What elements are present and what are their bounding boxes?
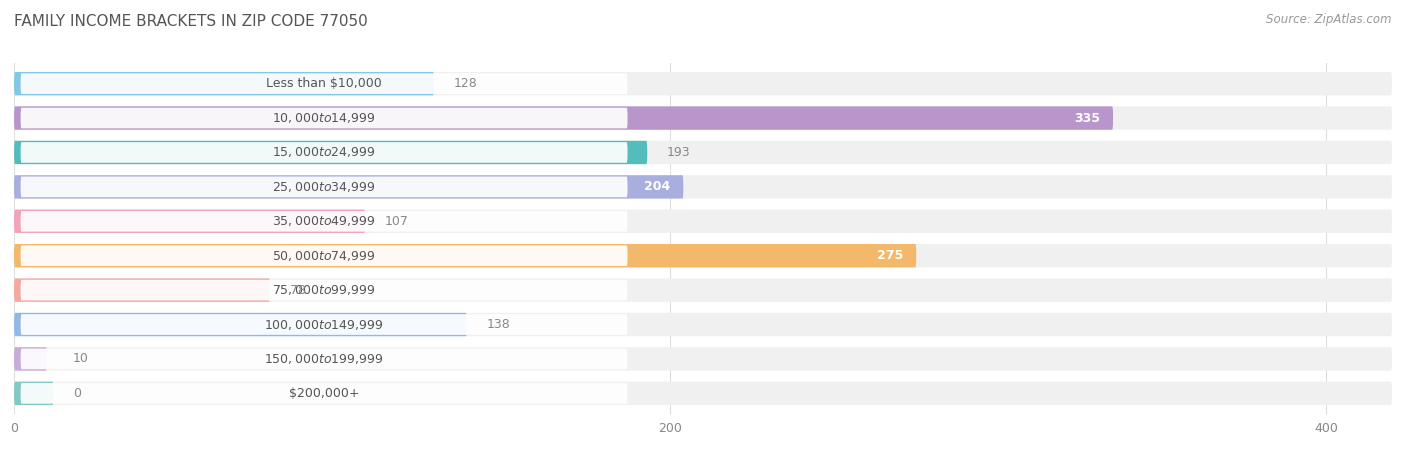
FancyBboxPatch shape <box>21 280 627 301</box>
FancyBboxPatch shape <box>21 245 627 266</box>
FancyBboxPatch shape <box>14 347 46 371</box>
Text: $75,000 to $99,999: $75,000 to $99,999 <box>273 283 375 297</box>
Text: $200,000+: $200,000+ <box>288 387 360 400</box>
FancyBboxPatch shape <box>14 313 1392 336</box>
Text: $35,000 to $49,999: $35,000 to $49,999 <box>273 214 375 228</box>
FancyBboxPatch shape <box>14 141 647 164</box>
Text: 0: 0 <box>73 387 82 400</box>
FancyBboxPatch shape <box>14 279 1392 302</box>
FancyBboxPatch shape <box>21 108 627 128</box>
FancyBboxPatch shape <box>21 211 627 232</box>
FancyBboxPatch shape <box>14 106 1392 130</box>
FancyBboxPatch shape <box>14 72 434 95</box>
FancyBboxPatch shape <box>21 349 627 369</box>
FancyBboxPatch shape <box>14 210 1392 233</box>
FancyBboxPatch shape <box>14 244 917 267</box>
FancyBboxPatch shape <box>14 141 1392 164</box>
FancyBboxPatch shape <box>14 175 1392 198</box>
Text: 128: 128 <box>454 77 478 90</box>
Text: 78: 78 <box>290 284 305 297</box>
FancyBboxPatch shape <box>21 314 627 335</box>
Text: $25,000 to $34,999: $25,000 to $34,999 <box>273 180 375 194</box>
FancyBboxPatch shape <box>14 382 1392 405</box>
Text: $15,000 to $24,999: $15,000 to $24,999 <box>273 145 375 159</box>
FancyBboxPatch shape <box>21 142 627 163</box>
FancyBboxPatch shape <box>14 244 1392 267</box>
FancyBboxPatch shape <box>14 382 53 405</box>
Text: FAMILY INCOME BRACKETS IN ZIP CODE 77050: FAMILY INCOME BRACKETS IN ZIP CODE 77050 <box>14 14 368 28</box>
Text: 10: 10 <box>73 352 89 365</box>
Text: 193: 193 <box>666 146 690 159</box>
FancyBboxPatch shape <box>14 175 683 198</box>
FancyBboxPatch shape <box>14 279 270 302</box>
Text: 335: 335 <box>1074 112 1099 125</box>
Text: 107: 107 <box>385 215 409 228</box>
Text: Source: ZipAtlas.com: Source: ZipAtlas.com <box>1267 14 1392 27</box>
FancyBboxPatch shape <box>14 313 467 336</box>
Text: 138: 138 <box>486 318 510 331</box>
FancyBboxPatch shape <box>21 73 627 94</box>
FancyBboxPatch shape <box>14 210 366 233</box>
FancyBboxPatch shape <box>14 72 1392 95</box>
FancyBboxPatch shape <box>14 347 1392 371</box>
FancyBboxPatch shape <box>14 106 1114 130</box>
FancyBboxPatch shape <box>21 383 627 404</box>
Text: $150,000 to $199,999: $150,000 to $199,999 <box>264 352 384 366</box>
Text: Less than $10,000: Less than $10,000 <box>266 77 382 90</box>
Text: $10,000 to $14,999: $10,000 to $14,999 <box>273 111 375 125</box>
FancyBboxPatch shape <box>21 176 627 197</box>
Text: $50,000 to $74,999: $50,000 to $74,999 <box>273 249 375 263</box>
Text: 275: 275 <box>877 249 903 262</box>
Text: 204: 204 <box>644 180 671 194</box>
Text: $100,000 to $149,999: $100,000 to $149,999 <box>264 318 384 332</box>
